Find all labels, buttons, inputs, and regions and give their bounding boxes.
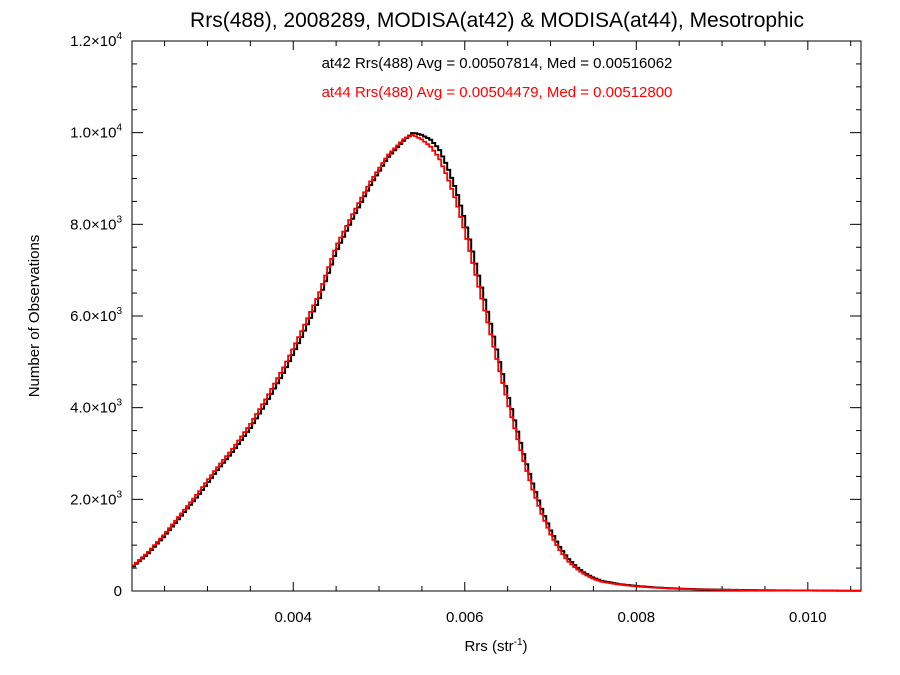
- x-tick-label-2: 0.008: [618, 609, 656, 626]
- y-tick-labels: 0 2.0×103 4.0×103 6.0×103 8.0×103 1.0×104 1.2×…: [70, 31, 122, 600]
- plot-frame: [131, 40, 862, 592]
- x-axis-label-sup: -1: [514, 637, 523, 648]
- series-line-at42: [132, 132, 861, 592]
- stat-label-at44: at44 Rrs(488) Avg = 0.00504479, Med = 0.…: [322, 84, 673, 101]
- series-layer: [132, 132, 861, 592]
- y-tick-label-2: 4.0×103: [70, 398, 122, 417]
- x-tick-labels: 0.004 0.006 0.008 0.010: [274, 609, 826, 626]
- x-axis-label: Rrs (str-1): [464, 637, 527, 655]
- x-axis-label-close: ): [523, 638, 528, 655]
- y-tick-label-3: 6.0×103: [70, 306, 122, 325]
- y-axis-label: Number of Observations: [26, 235, 43, 398]
- y-tick-label-1: 2.0×103: [70, 489, 122, 508]
- x-tick-label-1: 0.006: [446, 609, 484, 626]
- chart-title: Rrs(488), 2008289, MODISA(at42) & MODISA…: [190, 9, 804, 32]
- tick-marks: [132, 40, 861, 592]
- x-tick-label-3: 0.010: [789, 609, 827, 626]
- x-axis-label-base: Rrs (str: [464, 638, 513, 655]
- y-tick-label-5: 1.0×104: [70, 123, 122, 142]
- y-tick-label-4: 8.0×103: [70, 214, 122, 233]
- y-tick-label-6: 1.2×104: [70, 31, 122, 50]
- x-tick-label-0: 0.004: [274, 609, 312, 626]
- y-tick-label-0: 0: [114, 583, 122, 600]
- stat-label-at42: at42 Rrs(488) Avg = 0.00507814, Med = 0.…: [322, 55, 673, 72]
- series-line-at44: [132, 134, 861, 592]
